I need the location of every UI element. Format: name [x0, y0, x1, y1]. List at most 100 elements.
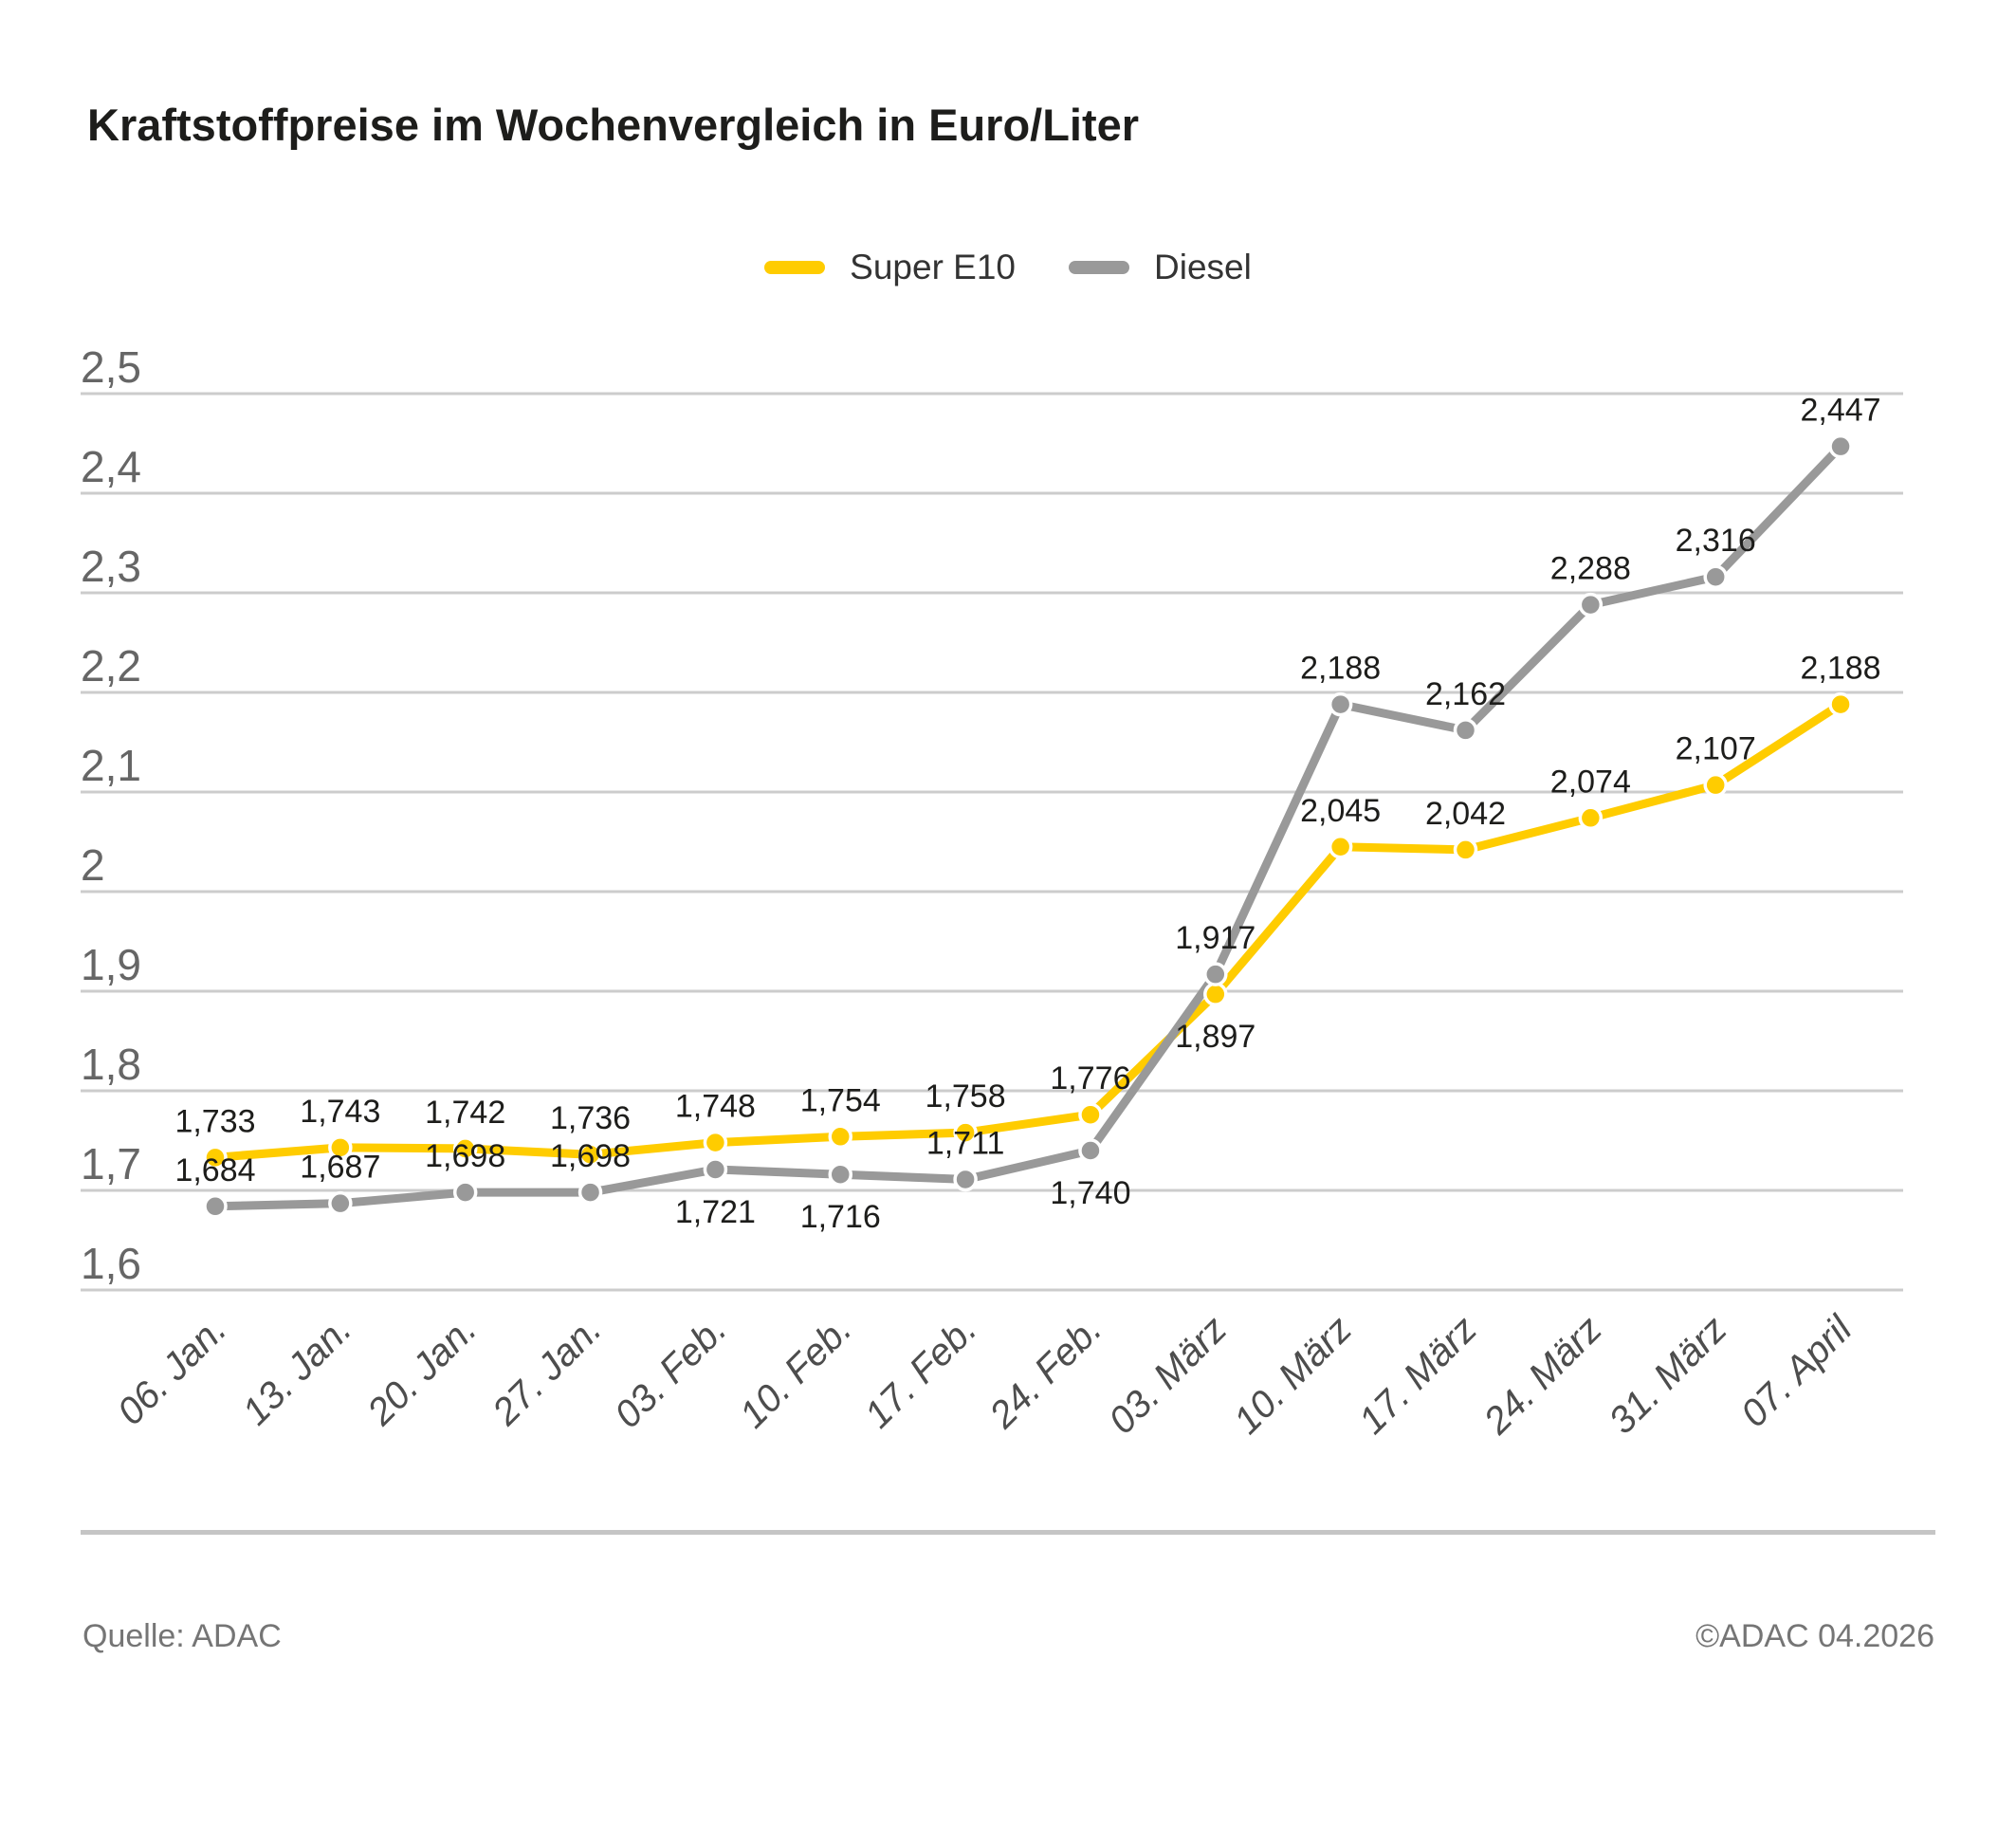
legend-label-super-e10: Super E10: [850, 248, 1017, 286]
x-axis-tick-label: 17. Feb.: [857, 1308, 985, 1436]
x-axis-labels-group: 06. Jan. 13. Jan. 20. Jan. 27. Jan.03. Feb.…: [110, 1307, 1861, 1443]
chart-title: Kraftstoffpreise im Wochenvergleich in E…: [87, 100, 1140, 150]
y-axis-tick-label: 2: [81, 840, 105, 890]
x-axis-tick-label: 31. März: [1601, 1308, 1734, 1442]
data-point-marker-diesel: [703, 1157, 728, 1182]
data-point-label: 2,074: [1550, 764, 1631, 800]
data-point-marker-super-e10: [1703, 772, 1728, 798]
data-point-label: 2,162: [1425, 676, 1506, 712]
legend-item-super-e10: Super E10: [764, 248, 1016, 287]
series-markers-group: [203, 433, 1853, 1219]
data-point-marker-super-e10: [1328, 835, 1353, 859]
data-point-marker-super-e10: [577, 1142, 603, 1167]
x-axis-tick-label: 06. Jan.: [110, 1308, 235, 1433]
source-text: Quelle: ADAC: [82, 1617, 282, 1654]
data-point-marker-super-e10: [328, 1135, 353, 1160]
data-point-label: 1,698: [425, 1138, 505, 1174]
data-point-label: 1,684: [174, 1152, 255, 1188]
x-axis-tick-label: 24. März: [1475, 1308, 1610, 1443]
y-axis-tick-label: 2,3: [81, 542, 141, 591]
data-point-label: 1,716: [800, 1199, 881, 1235]
data-point-label: 1,748: [675, 1089, 756, 1125]
data-point-marker-diesel: [452, 1180, 478, 1205]
x-axis-tick-label: 03. Feb.: [607, 1308, 735, 1436]
data-point-label: 2,188: [1801, 651, 1881, 687]
data-point-label: 1,758: [926, 1078, 1006, 1115]
series-line-super-e10: [211, 700, 1845, 1162]
data-point-marker-diesel: [953, 1167, 978, 1192]
data-point-marker-super-e10: [1078, 1102, 1103, 1127]
data-point-label: 1,711: [926, 1125, 1005, 1161]
data-point-label: 1,721: [675, 1194, 756, 1230]
data-point-marker-super-e10: [203, 1145, 228, 1170]
y-axis-tick-label: 1,7: [81, 1139, 141, 1188]
x-axis-tick-label: 07. April: [1733, 1307, 1861, 1435]
x-axis-tick-label: 24. Feb.: [981, 1308, 1110, 1437]
x-axis-tick-label: 10. Feb.: [732, 1308, 860, 1436]
data-point-label: 1,754: [800, 1082, 881, 1118]
data-point-label: 2,107: [1676, 731, 1756, 767]
y-axis-tick-label: 2,4: [81, 442, 141, 491]
x-axis-tick-label: 20. Jan.: [359, 1308, 485, 1433]
data-point-marker-diesel: [1578, 592, 1604, 617]
data-point-label: 2,288: [1550, 551, 1631, 587]
footer-divider: [81, 1530, 1935, 1535]
y-axis-tick-label: 2,5: [81, 342, 141, 392]
data-point-label: 2,188: [1300, 651, 1381, 687]
data-point-marker-diesel: [1203, 962, 1228, 986]
data-point-label: 2,042: [1425, 796, 1506, 832]
x-axis-tick-label: 13. Jan.: [234, 1308, 359, 1433]
series-line-diesel: [211, 442, 1845, 1211]
data-point-label: 1,740: [1050, 1175, 1130, 1211]
x-axis-tick-label: 27. Jan.: [484, 1308, 609, 1433]
data-point-label: 1,743: [300, 1094, 380, 1130]
data-point-label: 2,447: [1801, 393, 1881, 429]
y-axis-tick-label: 1,8: [81, 1040, 141, 1089]
data-point-marker-diesel: [203, 1194, 228, 1219]
legend-swatch-super-e10-icon: [764, 261, 826, 274]
y-axis-tick-label: 2,2: [81, 641, 141, 691]
data-point-label: 1,736: [550, 1100, 631, 1136]
data-point-label: 1,742: [425, 1095, 505, 1131]
data-point-marker-diesel: [1078, 1138, 1103, 1163]
y-axis-tick-label: 1,9: [81, 940, 141, 989]
data-point-marker-diesel: [1703, 564, 1728, 589]
data-point-marker-super-e10: [1828, 691, 1853, 717]
x-axis-tick-label: 10. März: [1226, 1308, 1360, 1442]
x-axis-tick-label: 17. März: [1351, 1308, 1485, 1442]
data-point-label: 1,776: [1050, 1060, 1130, 1096]
y-axis-tick-label: 1,6: [81, 1239, 141, 1288]
data-point-marker-super-e10: [703, 1130, 728, 1155]
data-point-marker-super-e10: [1578, 805, 1604, 831]
data-point-label: 1,917: [1175, 920, 1255, 956]
data-point-label: 1,698: [550, 1138, 631, 1174]
x-axis-tick-label: 03. März: [1101, 1308, 1235, 1442]
data-point-marker-super-e10: [953, 1120, 978, 1145]
data-point-marker-diesel: [1828, 433, 1853, 459]
data-point-marker-diesel: [1328, 691, 1353, 717]
series-lines-group: [211, 442, 1845, 1211]
data-point-marker-diesel: [828, 1162, 852, 1187]
legend-item-diesel: Diesel: [1069, 248, 1252, 287]
data-point-marker-super-e10: [1453, 838, 1478, 862]
y-axis-tick-label: 2,1: [81, 741, 141, 790]
data-point-label: 1,897: [1175, 1019, 1255, 1055]
legend-swatch-diesel-icon: [1069, 261, 1130, 274]
data-labels-group: 1,733 1,743 1,742 1,736 1,748 1,754 1,758 1,776…: [174, 393, 1880, 1236]
data-point-marker-super-e10: [1203, 982, 1228, 1006]
y-axis-labels-group: 1,6 1,7 1,8 1,9 2 2,1 2,2 2,3 2,4 2,5: [81, 342, 141, 1288]
data-point-marker-super-e10: [828, 1124, 852, 1150]
footer: Quelle: ADAC ©ADAC 04.2026: [82, 1615, 1934, 1657]
data-point-marker-diesel: [577, 1180, 603, 1205]
gridlines-group: [81, 392, 1903, 1292]
chart-legend: Super E10 Diesel: [0, 241, 2016, 294]
legend-label-diesel: Diesel: [1154, 248, 1252, 286]
copyright-text: ©ADAC 04.2026: [1695, 1617, 1934, 1654]
data-point-marker-super-e10: [452, 1136, 478, 1161]
data-point-label: 2,316: [1676, 523, 1756, 559]
data-point-label: 1,733: [174, 1103, 255, 1139]
data-point-label: 1,687: [300, 1150, 380, 1186]
data-point-marker-diesel: [328, 1190, 353, 1216]
